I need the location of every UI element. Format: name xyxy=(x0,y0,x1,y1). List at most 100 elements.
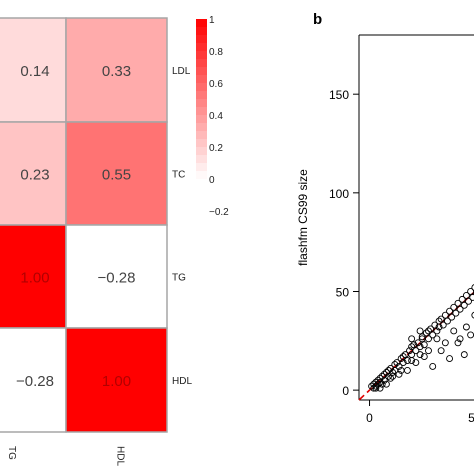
scatter-point xyxy=(452,309,460,317)
colorbar-segment xyxy=(196,203,207,212)
scatter-point xyxy=(425,327,432,335)
column-label: TG xyxy=(6,446,17,460)
cell-value-label: −0.28 xyxy=(16,373,54,390)
reference-line xyxy=(358,291,474,401)
scatter-point xyxy=(460,351,468,359)
heatmap-cell xyxy=(65,17,168,123)
scatter-point xyxy=(389,372,397,380)
scatter-point xyxy=(460,301,468,309)
scatter-point xyxy=(429,331,437,339)
scatter-point xyxy=(408,357,416,364)
colorbar-segment xyxy=(196,107,207,116)
cell-value-label: 1.00 xyxy=(20,270,49,287)
y-tick-label: 150 xyxy=(329,88,349,102)
scatter-point xyxy=(425,335,432,343)
scatter-point xyxy=(408,343,416,351)
scatter-point xyxy=(387,364,395,372)
colorbar-segment xyxy=(196,67,207,76)
colorbar-segment xyxy=(196,195,207,204)
scatter-point xyxy=(446,355,454,363)
heatmap-cell xyxy=(65,224,168,329)
colorbar-tick-label: 0.2 xyxy=(209,143,223,154)
scatter-point xyxy=(418,333,426,341)
y-tick-label: 0 xyxy=(342,384,349,398)
panel-label: b xyxy=(313,11,322,28)
scatter-point xyxy=(414,339,422,347)
scatter-point xyxy=(471,311,474,319)
scatter-point xyxy=(412,347,420,355)
scatter-point xyxy=(425,347,432,355)
scatter-point xyxy=(429,363,437,370)
row-label: TC xyxy=(172,170,185,181)
scatter-point xyxy=(471,284,474,291)
heatmap-cell xyxy=(0,327,67,433)
colorbar-segment xyxy=(196,139,207,148)
colorbar-segment xyxy=(196,115,207,124)
scatter-point xyxy=(370,384,378,392)
colorbar-segment xyxy=(196,155,207,164)
x-tick-label: 50 xyxy=(468,411,474,425)
scatter-point xyxy=(441,339,449,347)
colorbar-tick-label: −0.2 xyxy=(209,207,229,218)
y-axis-label: flashfm CS99 size xyxy=(296,169,310,266)
scatter-point xyxy=(397,355,405,363)
scatter-point xyxy=(462,323,470,331)
scatter-point xyxy=(448,313,456,321)
scatter-point xyxy=(437,347,445,355)
scatter-point xyxy=(403,366,411,374)
heatmap-cell xyxy=(0,224,67,329)
cell-value-label: 1.00 xyxy=(102,373,131,390)
scatter-point xyxy=(412,359,420,366)
colorbar-segment xyxy=(196,187,207,196)
scatter-point xyxy=(372,384,380,392)
scatter-point xyxy=(382,380,390,388)
scatter-point xyxy=(469,293,474,301)
colorbar-segment xyxy=(196,123,207,132)
scatter-point xyxy=(416,351,424,359)
colorbar-segment xyxy=(196,19,207,28)
heatmap-cell xyxy=(0,121,67,226)
cell-value-label: 0.23 xyxy=(20,167,49,184)
x-tick-label: 0 xyxy=(366,411,373,425)
scatter-point xyxy=(389,368,397,376)
scatter-point xyxy=(372,382,380,390)
colorbar-segment xyxy=(196,91,207,100)
scatter-point xyxy=(397,366,405,374)
row-label: LDL xyxy=(172,66,191,77)
colorbar-segment xyxy=(196,163,207,172)
colorbar-tick-label: 1 xyxy=(209,15,215,26)
scatter-point xyxy=(458,295,466,303)
heatmap-cell xyxy=(65,121,168,226)
colorbar-segment xyxy=(196,83,207,92)
scatter-point xyxy=(416,343,424,351)
colorbar-segment xyxy=(196,43,207,52)
colorbar-segment xyxy=(196,171,207,180)
y-tick-label: 100 xyxy=(329,187,349,201)
colorbar-tick-label: 0.8 xyxy=(209,47,223,58)
scatter-point xyxy=(456,335,464,343)
scatter-point xyxy=(454,339,462,347)
scatter-plot: b 0 50 100 150 0 50 flashfm CS99 size xyxy=(296,11,474,425)
row-label: TG xyxy=(172,273,186,284)
scatter-point xyxy=(380,370,388,378)
scatter-point xyxy=(431,321,439,329)
scatter-point xyxy=(378,380,386,388)
scatter-point xyxy=(403,357,411,364)
scatter-point xyxy=(399,353,407,361)
scatter-point xyxy=(435,323,443,331)
scatter-point xyxy=(456,305,464,313)
colorbar-tick-label: 0 xyxy=(209,175,215,186)
scatter-point xyxy=(376,374,384,382)
correlation-heatmap: 0.14 0.33 LDL 0.23 0.55 TC 1.00 −0.28 TG −0.28 1.0… xyxy=(0,15,229,466)
colorbar-tick-label: 0.4 xyxy=(209,111,223,122)
colorbar-tick-label: 0.6 xyxy=(209,79,223,90)
colorbar-segment xyxy=(196,51,207,60)
colorbar-segment xyxy=(196,59,207,68)
scatter-point xyxy=(465,297,472,305)
scatter-point xyxy=(416,327,424,335)
cell-value-label: 0.14 xyxy=(20,63,49,80)
scatter-point xyxy=(439,321,447,329)
heatmap-cell xyxy=(65,327,168,433)
colorbar-segment xyxy=(196,131,207,140)
scatter-point xyxy=(395,363,403,370)
